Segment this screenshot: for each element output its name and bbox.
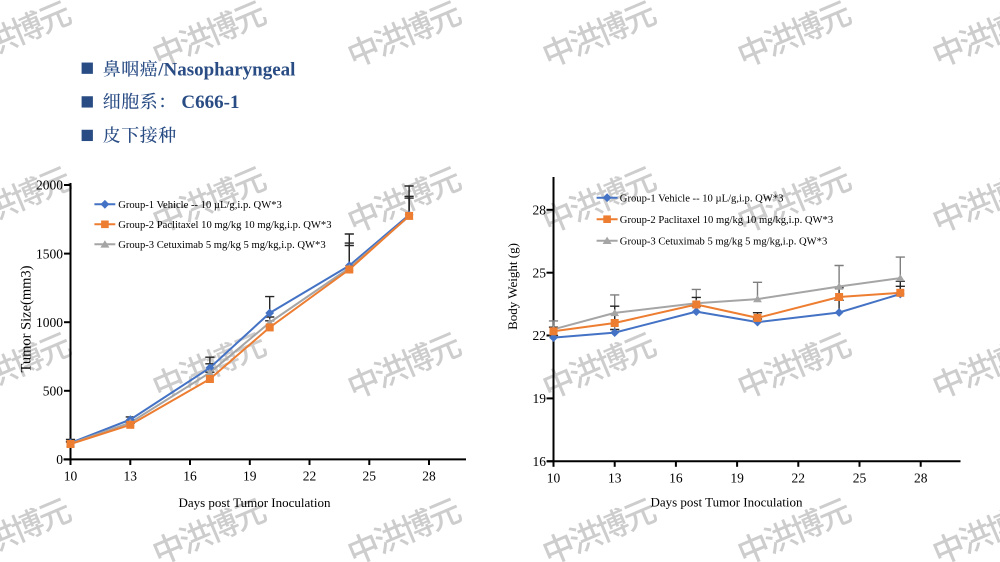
svg-text:19: 19 <box>243 469 257 484</box>
svg-text:1000: 1000 <box>36 315 63 330</box>
svg-text:19: 19 <box>730 470 744 485</box>
svg-text:Group-3 Cetuximab 5 mg/kg 5 mg: Group-3 Cetuximab 5 mg/kg 5 mg/kg,i.p. Q… <box>620 236 827 247</box>
svg-text:22: 22 <box>533 328 547 343</box>
svg-text:Days post Tumor Inoculation: Days post Tumor Inoculation <box>650 495 803 510</box>
svg-text:Group-1 Vehicle -- 10 µL/g,i.p: Group-1 Vehicle -- 10 µL/g,i.p. QW*3 <box>620 193 784 204</box>
svg-text:10: 10 <box>64 469 78 484</box>
svg-text:19: 19 <box>533 391 547 406</box>
svg-text:Days post Tumor Inoculation: Days post Tumor Inoculation <box>178 495 331 510</box>
svg-text:Group-2 Paclitaxel 10 mg/kg 10: Group-2 Paclitaxel 10 mg/kg 10 mg/kg,i.p… <box>118 220 331 231</box>
svg-text:Body Weight (g): Body Weight (g) <box>505 243 520 330</box>
svg-text:/Nasopharyngeal: /Nasopharyngeal <box>157 59 295 80</box>
svg-text:16: 16 <box>183 469 197 484</box>
svg-text:16: 16 <box>669 470 683 485</box>
svg-text:C666-1: C666-1 <box>181 92 239 113</box>
svg-text:2000: 2000 <box>36 178 63 193</box>
svg-text:16: 16 <box>533 454 547 469</box>
svg-text:0: 0 <box>56 452 63 467</box>
svg-text:22: 22 <box>792 470 806 485</box>
svg-text:1500: 1500 <box>36 246 63 261</box>
svg-text:Tumor Size(mm3): Tumor Size(mm3) <box>19 265 35 372</box>
svg-text:28: 28 <box>422 469 436 484</box>
svg-text:28: 28 <box>533 203 547 218</box>
svg-text:Group-3 Cetuximab 5 mg/kg 5 mg: Group-3 Cetuximab 5 mg/kg 5 mg/kg,i.p. Q… <box>118 240 325 251</box>
svg-text:Group-1 Vehicle -- 10 µL/g,i.p: Group-1 Vehicle -- 10 µL/g,i.p. QW*3 <box>118 200 282 211</box>
svg-text:22: 22 <box>303 469 317 484</box>
svg-text:13: 13 <box>608 470 622 485</box>
svg-text:25: 25 <box>533 265 547 280</box>
svg-text:Group-2 Paclitaxel 10 mg/kg 10: Group-2 Paclitaxel 10 mg/kg 10 mg/kg,i.p… <box>620 215 833 226</box>
svg-text:25: 25 <box>363 469 377 484</box>
svg-text:25: 25 <box>853 470 867 485</box>
svg-text:13: 13 <box>124 469 138 484</box>
svg-text:10: 10 <box>547 470 561 485</box>
svg-text:28: 28 <box>914 470 928 485</box>
svg-text:500: 500 <box>43 384 64 399</box>
